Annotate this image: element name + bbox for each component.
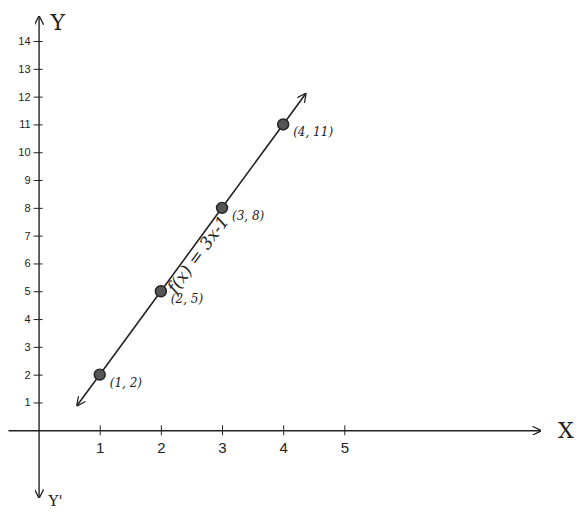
y-tick: 4 [24, 313, 42, 325]
y-tick-label: 12 [18, 91, 30, 103]
y-tick-mark [34, 124, 43, 125]
plot-area [77, 94, 305, 406]
y-tick-label: 5 [24, 285, 30, 297]
y-axis: 1234567891011121314 [18, 17, 42, 498]
y-tick-mark [34, 319, 43, 320]
y-tick-mark [34, 375, 43, 376]
x-tick: 3 [218, 425, 226, 456]
y-tick-label: 11 [19, 118, 30, 130]
x-axis-line [9, 430, 541, 431]
x-tick-mark [344, 425, 345, 435]
y-tick: 2 [24, 369, 42, 381]
data-label: (1, 2) [110, 376, 143, 390]
x-tick: 2 [157, 425, 165, 456]
y-tick-label: 7 [24, 230, 30, 242]
y-tick: 9 [24, 174, 42, 186]
data-point [94, 369, 105, 380]
y-tick-label: 1 [24, 396, 30, 408]
x-tick-label: 1 [96, 439, 104, 456]
y-tick-label: 8 [24, 202, 30, 214]
y-tick: 12 [18, 91, 42, 103]
y-tick: 8 [24, 202, 42, 214]
y-tick-label: 3 [24, 341, 30, 353]
y-tick-mark [34, 236, 43, 237]
line-label: f(x) = 3x-1 [162, 212, 233, 299]
y-tick-label: 10 [18, 146, 30, 158]
y-tick: 6 [24, 257, 42, 269]
x-tick: 4 [280, 425, 288, 456]
y-tick-mark [34, 291, 43, 292]
y-tick: 3 [24, 341, 42, 353]
y-tick-mark [34, 152, 43, 153]
x-tick-label: 5 [341, 439, 349, 456]
y-tick-mark [34, 347, 43, 348]
y-tick-mark [34, 263, 43, 264]
y-tick-label: 13 [18, 63, 30, 75]
y-tick: 7 [24, 230, 42, 242]
x-tick: 5 [341, 425, 349, 456]
y-tick: 1 [24, 396, 42, 408]
y-axis-title-bottom: Y' [48, 492, 63, 510]
y-tick-label: 14 [18, 35, 30, 47]
y-tick: 10 [18, 146, 42, 158]
x-tick-label: 2 [157, 439, 165, 456]
y-tick-mark [34, 402, 43, 403]
data-label: (3, 8) [232, 209, 265, 223]
x-axis: 1 2 3 4 5 [9, 425, 541, 456]
y-tick: 13 [18, 63, 42, 75]
data-label: (4, 11) [293, 125, 333, 139]
x-tick-mark [100, 425, 101, 435]
y-tick-mark [34, 41, 43, 42]
y-tick: 14 [18, 35, 42, 47]
y-tick-mark [34, 180, 43, 181]
y-tick: 5 [24, 285, 42, 297]
y-tick-mark [34, 69, 43, 70]
x-axis-title: X [558, 418, 574, 443]
y-axis-title: Y [50, 10, 66, 35]
x-tick-mark [161, 425, 162, 435]
data-line [100, 124, 283, 374]
x-tick: 1 [96, 425, 104, 456]
data-point [278, 119, 289, 130]
y-axis-line [38, 17, 39, 498]
chart: 123451234567891011121314XYY'f(x) = 3x-1(… [0, 0, 584, 512]
data-point [217, 202, 228, 213]
x-tick-label: 3 [218, 439, 226, 456]
y-tick-mark [34, 97, 43, 98]
x-tick-mark [222, 425, 223, 435]
y-tick: 11 [19, 118, 42, 130]
y-tick-label: 4 [24, 313, 30, 325]
data-label: (2, 5) [171, 292, 204, 306]
y-tick-label: 6 [24, 257, 30, 269]
x-tick-mark [283, 425, 284, 435]
y-tick-mark [34, 208, 43, 209]
y-tick-label: 9 [24, 174, 30, 186]
y-tick-label: 2 [24, 369, 30, 381]
x-tick-label: 4 [280, 439, 288, 456]
